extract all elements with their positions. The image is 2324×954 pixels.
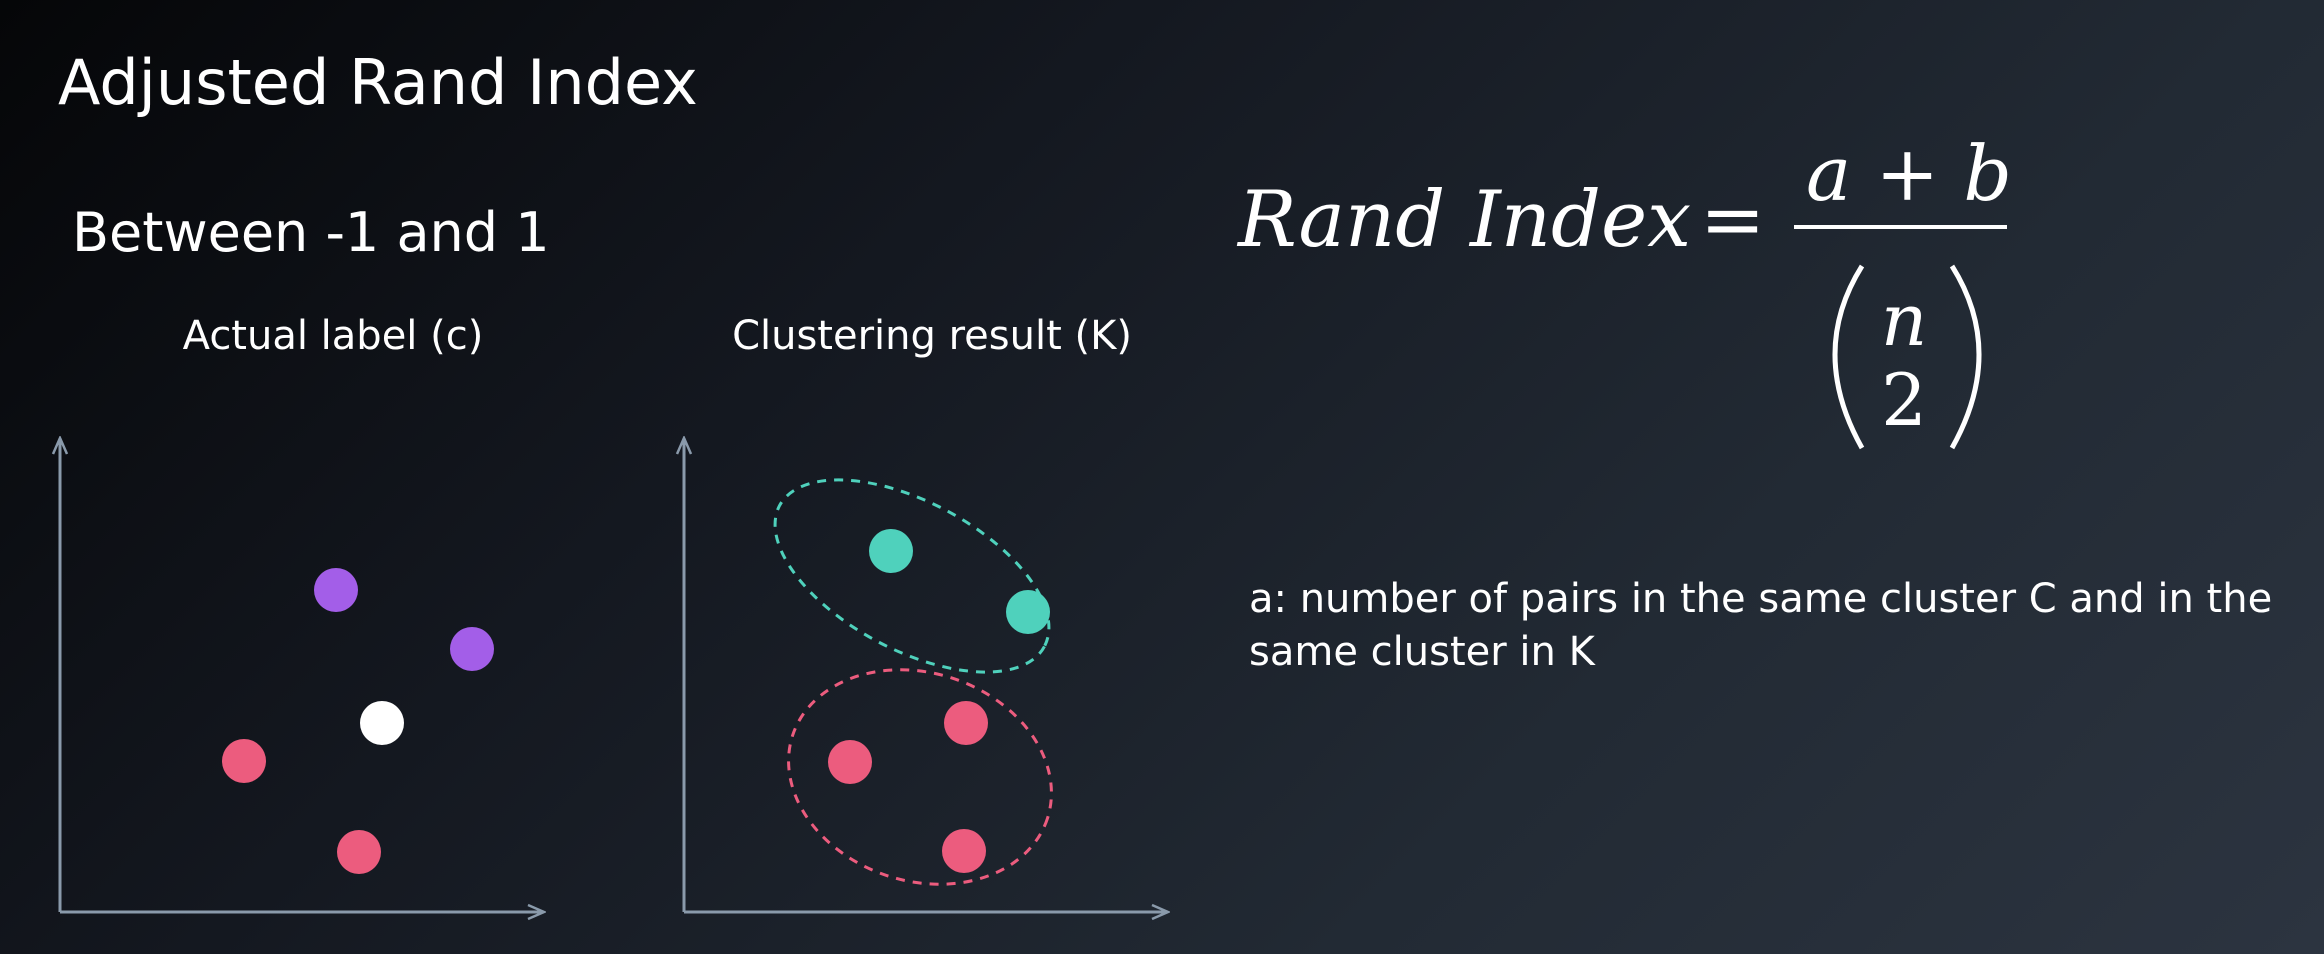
teal-cluster-outline [773, 478, 1051, 674]
range-subtitle: Between -1 and 1 [72, 201, 550, 264]
formula-equals: = [1700, 175, 1765, 265]
pink-point [337, 830, 381, 874]
pink-point [944, 701, 988, 745]
actual-label-heading: Actual label (c) [182, 313, 484, 359]
slide-title: Adjusted Rand Index [58, 46, 698, 119]
pink-point [942, 829, 986, 873]
binomial-left-paren [1832, 264, 1865, 450]
pink-cluster-outline [787, 668, 1053, 886]
pink-point [222, 739, 266, 783]
clustering-result-axes [684, 438, 1168, 912]
binomial-top: n [1881, 278, 1927, 362]
formula-numerator: a + b [1806, 129, 2012, 218]
purple-point [314, 568, 358, 612]
actual-label-axes [60, 438, 544, 912]
purple-point [450, 627, 494, 671]
pink-cluster [787, 668, 1053, 886]
binomial-right-paren [1949, 264, 1982, 450]
white-point [360, 701, 404, 745]
clustering-result-heading: Clustering result (K) [732, 313, 1132, 359]
actual-label-points [222, 568, 494, 874]
formula-lhs: Rand Index [1236, 175, 1691, 265]
teal-point [869, 529, 913, 573]
teal-cluster [773, 478, 1051, 674]
pink-point [828, 740, 872, 784]
teal-point [1006, 590, 1050, 634]
binomial-bottom: 2 [1881, 358, 1927, 442]
definition-text: a: number of pairs in the same cluster C… [1249, 576, 2273, 676]
